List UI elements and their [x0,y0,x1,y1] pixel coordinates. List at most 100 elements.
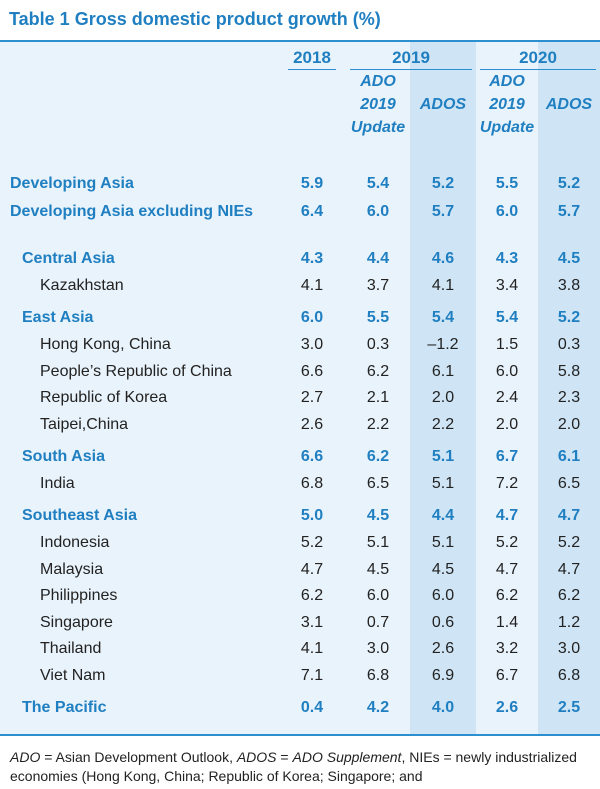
value-cell: 4.7 [495,507,519,524]
header-ado-2020-update: ADO 2019 Update [476,70,538,139]
value-cell: 4.7 [557,561,581,578]
value-cell: 3.4 [495,277,519,294]
value-cell: 6.1 [557,448,581,465]
row-label: Southeast Asia [22,507,137,524]
row-label: Kazakhstan [40,277,124,294]
value-cell: 2.2 [366,416,390,433]
value-cell: 5.7 [557,203,581,220]
table-row: Central Asia 4.3 4.4 4.6 4.3 4.5 [0,247,600,271]
value-cell: 6.2 [557,587,581,604]
row-label: Indonesia [40,534,110,551]
table-row: East Asia 6.0 5.5 5.4 5.4 5.2 [0,306,600,330]
value-cell: 2.0 [557,416,581,433]
value-cell: 4.4 [366,250,390,267]
row-label: Taipei,China [40,416,129,433]
value-cell: 4.7 [557,507,581,524]
value-cell: 6.5 [366,475,390,492]
value-cell: 3.0 [557,640,581,657]
value-cell: 6.2 [366,448,390,465]
value-cell: 4.0 [431,699,455,716]
value-cell: 6.0 [300,309,324,326]
value-cell: 5.2 [300,534,324,551]
value-cell: 2.4 [495,389,519,406]
table-row: Kazakhstan 4.1 3.7 4.1 3.4 3.8 [0,274,600,298]
footnote-ado-supplement: ADO Supplement [292,749,402,765]
value-cell: 5.5 [366,309,390,326]
ados-2019-column-shade [410,42,476,734]
value-cell: 5.2 [431,175,455,192]
update-line: Update [350,119,406,136]
value-cell: 5.2 [557,309,581,326]
table-row: Developing Asia excluding NIEs 6.4 6.0 5.7 6… [0,200,600,224]
value-cell: 0.3 [366,336,390,353]
footnote-rest: , NIEs = newly industrialized economies … [10,749,577,784]
value-cell: 4.6 [431,250,455,267]
value-cell: 1.2 [557,614,581,631]
header-2020-rule [480,69,596,70]
table-row: Taipei,China 2.6 2.2 2.2 2.0 2.0 [0,413,600,437]
value-cell: 5.1 [431,475,455,492]
value-cell: 6.2 [300,587,324,604]
value-cell: 6.8 [366,667,390,684]
value-cell: 4.2 [366,699,390,716]
table-row: Developing Asia 5.9 5.4 5.2 5.5 5.2 [0,172,600,196]
value-cell: 6.0 [431,587,455,604]
value-cell: 3.2 [495,640,519,657]
value-cell: 6.1 [431,363,455,380]
row-label: Singapore [40,614,113,631]
row-label: Thailand [40,640,102,657]
row-label: East Asia [22,309,94,326]
value-cell: 2.3 [557,389,581,406]
row-label: India [40,475,75,492]
table-row: Philippines 6.2 6.0 6.0 6.2 6.2 [0,584,600,608]
ado-line: ADO [360,73,396,90]
value-cell: 5.4 [495,309,519,326]
value-cell: 4.5 [557,250,581,267]
value-cell: 4.7 [300,561,324,578]
footnote-ados: ADOS [236,749,277,765]
header-ados-2019: ADOS [419,96,467,113]
value-cell: 2.1 [366,389,390,406]
header-2020: 2020 [519,48,557,67]
value-cell: 6.6 [300,363,324,380]
table-row: Hong Kong, China 3.0 0.3 –1.2 1.5 0.3 [0,333,600,357]
value-cell: 2.0 [495,416,519,433]
value-cell: 6.0 [366,203,390,220]
value-cell: 2.6 [495,699,519,716]
value-cell: 3.1 [300,614,324,631]
value-cell: 4.1 [300,640,324,657]
header-ado-2019-update: ADO 2019 Update [346,70,410,139]
ados-2020-column-shade [538,42,600,734]
value-cell: 5.9 [300,175,324,192]
value-cell: 5.1 [431,534,455,551]
value-cell: 6.5 [557,475,581,492]
value-cell: 3.8 [557,277,581,294]
value-cell: 6.7 [495,448,519,465]
row-label: Philippines [40,587,118,604]
value-cell: 5.1 [366,534,390,551]
year-line: 2019 [489,96,525,113]
footnote-ado-def: = Asian Development Outlook, [40,749,237,765]
value-cell: 6.6 [300,448,324,465]
footnote-ados-eq: = [276,749,293,765]
value-cell: 6.7 [495,667,519,684]
title-bar: Table 1 Gross domestic product growth (%… [0,0,600,42]
value-cell: 4.5 [431,561,455,578]
value-cell: 3.0 [300,336,324,353]
value-cell: 6.4 [300,203,324,220]
table-row: Republic of Korea 2.7 2.1 2.0 2.4 2.3 [0,386,600,410]
table-background [0,42,600,734]
value-cell: 4.1 [431,277,455,294]
year-line: 2019 [360,96,396,113]
value-cell: 7.2 [495,475,519,492]
value-cell: 4.5 [366,561,390,578]
value-cell: 5.2 [557,534,581,551]
value-cell: 6.0 [495,363,519,380]
value-cell: 6.8 [300,475,324,492]
value-cell: 5.1 [431,448,455,465]
table-row: The Pacific 0.4 4.2 4.0 2.6 2.5 [0,696,600,720]
value-cell: 0.4 [300,699,324,716]
value-cell: 5.2 [495,534,519,551]
value-cell: 6.0 [495,203,519,220]
value-cell: 6.2 [495,587,519,604]
